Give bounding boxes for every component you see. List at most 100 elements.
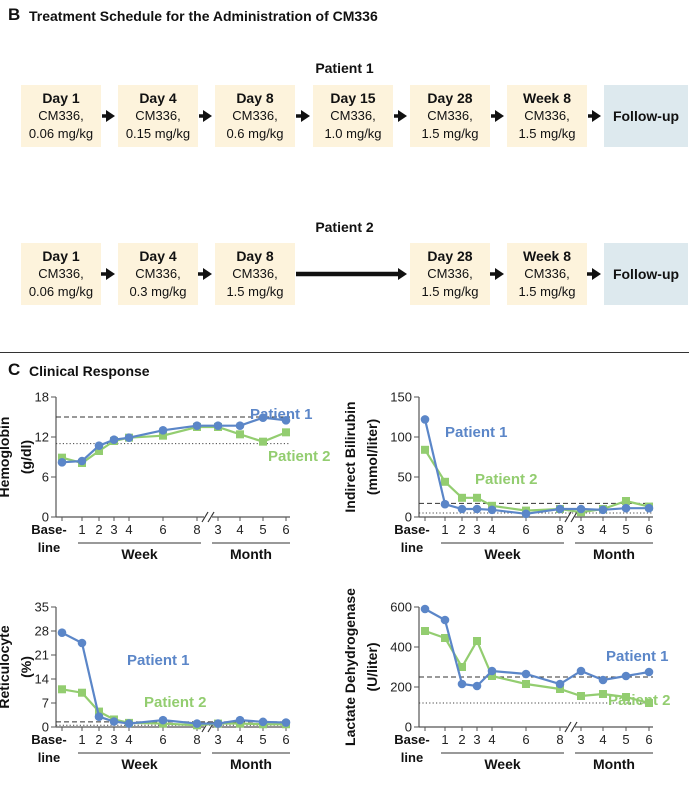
step-day: Week 8 — [523, 248, 571, 264]
data-point — [420, 604, 430, 614]
patient1-step-2: Day 8 CM336, 0.6 mg/kg — [215, 85, 295, 147]
data-point — [259, 437, 267, 446]
step-dose: 0.06 mg/kg — [28, 126, 94, 141]
x-tick-label: 4 — [236, 732, 243, 747]
step-drug: CM336, — [135, 108, 181, 123]
x-tick-label: 4 — [236, 522, 243, 537]
step-dose: 0.06 mg/kg — [28, 284, 94, 299]
patient1-step-5: Week 8 CM336, 1.5 mg/kg — [507, 85, 587, 147]
x-tick-label: 5 — [622, 732, 629, 747]
data-point — [258, 413, 268, 422]
step-drug: CM336, — [427, 108, 473, 123]
series-label-patient2: Patient 2 — [268, 448, 331, 465]
x-tick-label: 1 — [441, 732, 448, 747]
x-tick-label: 6 — [159, 732, 166, 747]
data-point — [598, 505, 608, 515]
patient2-step-3: Day 28 CM336, 1.5 mg/kg — [410, 243, 490, 305]
step-day: Day 28 — [427, 90, 473, 106]
x-group-label: Month — [230, 756, 272, 772]
data-point — [488, 672, 496, 680]
x-tick-label: 8 — [193, 522, 200, 537]
step-dose: 1.5 mg/kg — [226, 284, 284, 299]
x-tick-label: 4 — [125, 522, 132, 537]
series-label-patient1: Patient 1 — [250, 406, 313, 423]
x-group-label: Month — [230, 546, 272, 562]
data-point — [158, 426, 168, 435]
series-label-patient1: Patient 1 — [127, 652, 190, 669]
x-tick-label: Base- — [394, 522, 429, 537]
arrow — [490, 268, 504, 280]
data-point — [236, 430, 244, 439]
x-group-label: Week — [484, 546, 521, 562]
arrow — [587, 268, 601, 280]
step-day: Week 8 — [523, 90, 571, 106]
x-group-label: Week — [484, 756, 521, 772]
step-dose: 1.5 mg/kg — [518, 284, 576, 299]
data-point — [576, 666, 586, 676]
y-axis-label: (%) — [18, 656, 34, 678]
data-point — [235, 715, 245, 725]
schedule-arrows — [101, 110, 601, 280]
series-label-patient1: Patient 1 — [606, 648, 669, 665]
step-dose: 1.5 mg/kg — [518, 126, 576, 141]
data-point — [95, 707, 103, 716]
x-tick-label: 1 — [441, 522, 448, 537]
x-tick-label: 4 — [488, 522, 495, 537]
arrow — [198, 268, 212, 280]
step-dose: 0.6 mg/kg — [226, 126, 284, 141]
step-drug: CM336, — [38, 108, 84, 123]
data-point — [458, 493, 466, 502]
y-tick-label: 200 — [390, 680, 412, 695]
data-point — [159, 431, 167, 440]
data-point — [555, 679, 565, 689]
x-tick-label: 6 — [282, 522, 289, 537]
y-tick-label: 600 — [390, 600, 412, 615]
data-point — [645, 699, 653, 707]
step-drug: CM336, — [524, 108, 570, 123]
patient1-step-4: Day 28 CM336, 1.5 mg/kg — [410, 85, 490, 147]
data-point — [58, 453, 66, 462]
series-label-patient2: Patient 2 — [608, 692, 671, 709]
step-drug: CM336, — [232, 108, 278, 123]
x-group-label: Month — [593, 546, 635, 562]
data-point — [109, 435, 119, 444]
x-tick-label: Base- — [31, 732, 66, 747]
axis-break — [564, 511, 572, 523]
y-tick-label: 400 — [390, 640, 412, 655]
data-point — [521, 509, 531, 519]
data-point — [457, 504, 467, 514]
data-point — [457, 679, 467, 689]
step-day: Day 4 — [139, 90, 177, 106]
axis-break — [570, 721, 578, 733]
step-day: Day 15 — [330, 90, 376, 106]
x-tick-label: 5 — [259, 732, 266, 747]
data-point — [192, 719, 202, 728]
data-point — [124, 719, 134, 728]
data-point — [235, 421, 245, 430]
x-tick-label: 3 — [110, 732, 117, 747]
y-axis-label: (g/dl) — [18, 440, 34, 474]
patient1-step-1: Day 4 CM336, 0.15 mg/kg — [118, 85, 198, 147]
y-tick-label: 0 — [42, 510, 49, 525]
patient2-step-1: Day 4 CM336, 0.3 mg/kg — [118, 243, 198, 305]
patient1-step-0: Day 1 CM336, 0.06 mg/kg — [21, 85, 101, 147]
y-tick-label: 7 — [42, 696, 49, 711]
y-axis-label: Lactate Dehydrogenase — [342, 588, 358, 746]
x-tick-label: 5 — [622, 522, 629, 537]
step-dose: 1.0 mg/kg — [324, 126, 382, 141]
patient1-followup-box: Follow-up — [604, 85, 688, 147]
patient1-schedule-title: Patient 1 — [315, 60, 374, 76]
patient2-step-0: Day 1 CM336, 0.06 mg/kg — [21, 243, 101, 305]
step-day: Day 28 — [427, 248, 473, 264]
step-drug: CM336, — [427, 266, 473, 281]
section-c-title: Clinical Response — [29, 363, 150, 379]
data-point — [622, 693, 630, 701]
data-point — [473, 637, 481, 645]
data-point — [94, 441, 104, 450]
x-tick-label: 6 — [159, 522, 166, 537]
x-tick-label: 6 — [522, 522, 529, 537]
data-point — [577, 692, 585, 700]
x-tick-label: 2 — [95, 522, 102, 537]
